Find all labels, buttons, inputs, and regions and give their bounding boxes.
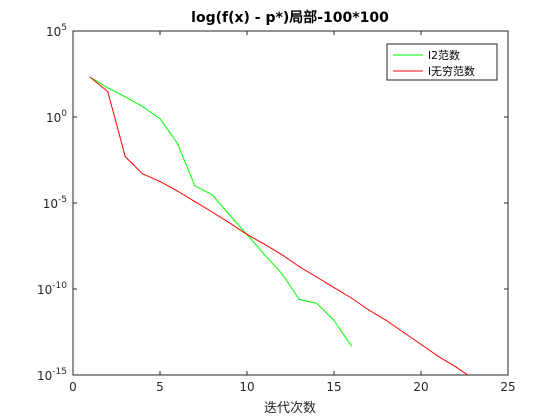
x-tick-label: 15 — [326, 380, 341, 394]
y-tick-label: 10-15 — [37, 367, 67, 383]
x-axis: 0 5 10 15 20 25 — [69, 31, 516, 394]
x-tick-label: 20 — [413, 380, 428, 394]
data-point — [350, 345, 352, 347]
x-axis-label: 迭代次数 — [264, 400, 316, 416]
series-line-2 — [90, 77, 469, 375]
data-point — [194, 185, 196, 187]
y-tick-label: 10-5 — [43, 195, 67, 211]
legend-label-1: l2范数 — [428, 48, 460, 62]
data-point — [211, 211, 213, 213]
y-axis: 105 100 10-5 10-10 10-15 — [37, 23, 508, 383]
y-tick-label: 105 — [46, 23, 67, 39]
data-point — [194, 201, 196, 203]
data-point — [298, 266, 300, 268]
data-point — [263, 254, 265, 256]
data-point — [455, 366, 457, 368]
legend-box — [386, 43, 498, 81]
data-point — [437, 355, 439, 357]
data-point — [229, 214, 231, 216]
data-point — [159, 118, 161, 120]
data-point — [176, 142, 178, 144]
data-point — [124, 96, 126, 98]
data-point — [89, 76, 91, 78]
data-point — [385, 319, 387, 321]
data-point — [107, 87, 109, 89]
data-point — [281, 254, 283, 256]
x-tick-label: 10 — [239, 380, 254, 394]
x-tick-label: 25 — [500, 380, 515, 394]
chart-title: log(f(x) - p*)局部-100*100 — [191, 9, 389, 26]
data-point — [333, 319, 335, 321]
data-point — [368, 309, 370, 311]
x-tick-label: 0 — [69, 380, 77, 394]
x-tick-label: 5 — [156, 380, 164, 394]
data-point — [211, 194, 213, 196]
data-point — [159, 180, 161, 182]
series-layer — [89, 76, 469, 375]
plot-area — [72, 30, 509, 376]
series-line-1 — [90, 76, 352, 347]
data-point — [420, 343, 422, 345]
legend: l2范数 l无穷范数 — [386, 43, 498, 81]
data-point — [176, 190, 178, 192]
data-point — [350, 297, 352, 299]
data-point — [142, 173, 144, 175]
data-point — [281, 272, 283, 275]
y-tick-label: 10-10 — [37, 281, 67, 297]
data-point — [124, 156, 126, 158]
data-point — [333, 287, 335, 289]
data-point — [263, 243, 265, 245]
legend-label-2: l无穷范数 — [428, 64, 475, 78]
data-point — [229, 222, 231, 224]
data-point — [403, 331, 405, 333]
data-point — [316, 276, 318, 278]
data-point — [107, 91, 109, 93]
data-point — [246, 233, 248, 235]
y-tick-label: 100 — [46, 109, 67, 125]
data-point — [316, 302, 318, 304]
data-point — [298, 298, 300, 300]
data-point — [142, 106, 144, 108]
